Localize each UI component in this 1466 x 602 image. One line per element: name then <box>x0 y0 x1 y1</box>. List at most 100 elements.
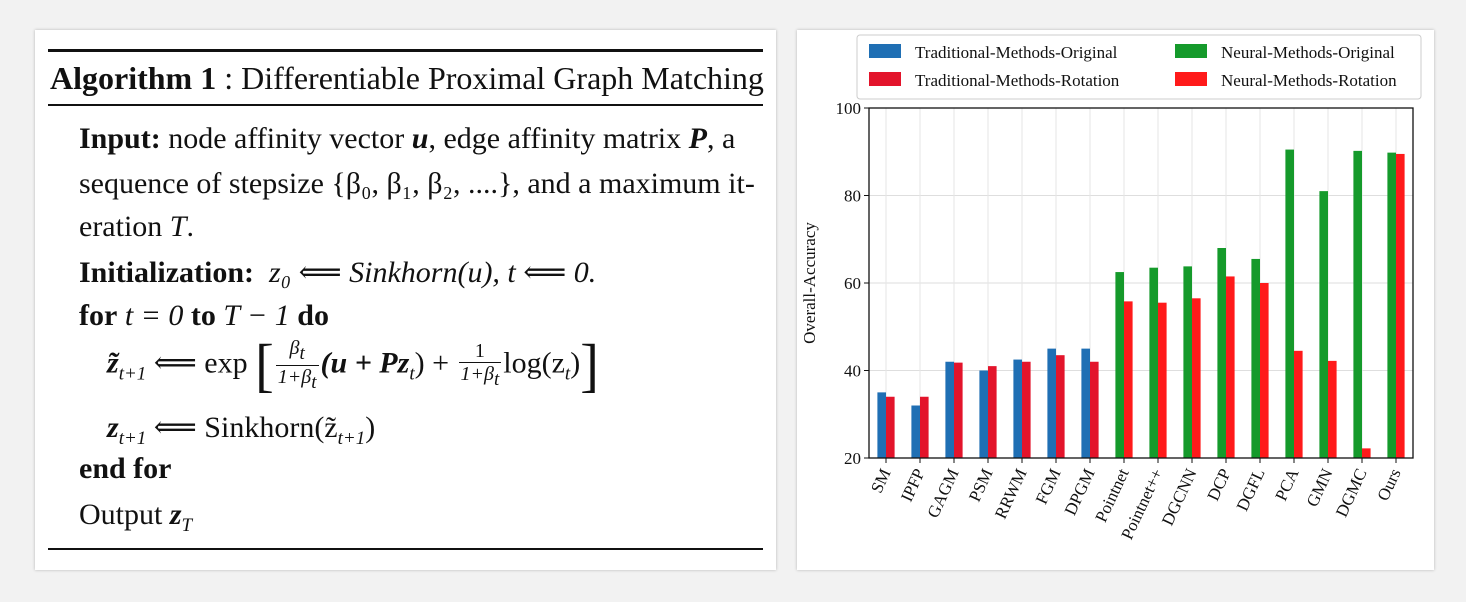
title-rule <box>48 104 763 106</box>
bar-rrwm-s0 <box>1013 359 1022 458</box>
y-axis-label: Overall-Accuracy <box>800 222 819 344</box>
bar-dgfl-s2 <box>1251 258 1260 458</box>
step1-mid-end: ) + <box>414 346 450 380</box>
legend-box <box>856 34 1422 100</box>
for-line: for t = 0 to T − 1 do <box>79 299 329 333</box>
bar-dgcnn-s3 <box>1192 298 1201 458</box>
output-sub: T <box>181 515 193 536</box>
bar-fgm-s1 <box>1056 355 1065 458</box>
bar-ipfp-s0 <box>911 405 920 458</box>
left-bracket: [ <box>255 332 274 399</box>
bar-gmn-s2 <box>1319 191 1328 458</box>
step1-mid: (u + Pz <box>320 346 410 380</box>
bar-gmn-s3 <box>1328 360 1337 458</box>
z-tilde: z̃ <box>107 346 119 380</box>
var-u: u <box>411 122 429 155</box>
y-tick-label: 20 <box>844 449 861 468</box>
to-expression: T − 1 <box>223 299 290 332</box>
fraction-beta: βt 1+βt <box>275 337 319 394</box>
input-line-1: Input: node affinity vector u, edge affi… <box>79 122 735 156</box>
bar-rrwm-s1 <box>1022 361 1031 458</box>
bar-fgm-s0 <box>1047 348 1056 458</box>
top-rule <box>48 49 763 52</box>
x-tick-label-ours: Ours <box>1373 466 1404 504</box>
frac1-num-sub: t <box>299 343 305 364</box>
legend-swatch-1 <box>869 72 901 86</box>
algorithm-label: Algorithm 1 <box>50 60 217 96</box>
step1-log: log(z <box>503 346 565 380</box>
bar-gagm-s1 <box>954 362 963 458</box>
step2-rhs: ⟸ Sinkhorn(z̃ <box>153 411 338 444</box>
bar-pca-s3 <box>1294 350 1303 458</box>
y-tick-label: 40 <box>844 362 861 381</box>
input-line3-end: . <box>186 210 194 243</box>
init-keyword: Initialization: <box>79 256 255 289</box>
step1-arrow: ⟸ exp <box>153 346 248 380</box>
do-keyword: do <box>297 299 329 332</box>
bar-pointnet-s3 <box>1158 302 1167 458</box>
algorithm-panel: Algorithm 1 : Differentiable Proximal Gr… <box>35 30 776 570</box>
frac2-den: 1+β <box>460 363 494 385</box>
frac1-den-sub: t <box>311 372 317 393</box>
to-keyword: to <box>190 299 216 332</box>
end-for-keyword: end for <box>79 452 172 485</box>
frac2-den-sub: t <box>493 369 500 390</box>
x-tick-label-ipfp: IPFP <box>897 466 929 505</box>
output-line: Output zT <box>79 498 192 537</box>
var-P: P <box>688 122 707 155</box>
legend-label-0: Traditional-Methods-Original <box>915 43 1118 62</box>
frac1-num: β <box>289 337 300 359</box>
end-for-line: end for <box>79 452 172 486</box>
for-expression: t = 0 <box>124 299 184 332</box>
y-tick-label: 60 <box>844 274 861 293</box>
bar-ours-s3 <box>1396 153 1405 458</box>
input-text-3: , a <box>706 122 736 155</box>
x-tick-label-dcp: DCP <box>1203 466 1234 504</box>
bar-sm-s0 <box>877 392 886 458</box>
legend-label-2: Neural-Methods-Original <box>1221 43 1395 62</box>
bar-dpgm-s1 <box>1090 361 1099 458</box>
bar-dgmc-s3 <box>1362 448 1371 458</box>
x-tick-label-fgm: FGM <box>1032 466 1065 507</box>
input-line3-text: eration <box>79 210 163 243</box>
z-tilde-sub: t+1 <box>118 363 147 385</box>
z-next: z <box>107 411 119 444</box>
input-text-2: , edge affinity matrix <box>428 122 682 155</box>
x-tick-label-sm: SM <box>867 466 895 496</box>
x-tick-label-dpgm: DPGM <box>1061 466 1099 519</box>
step2-end: ) <box>365 411 376 444</box>
step1-log-end: ) <box>570 346 581 380</box>
x-tick-label-gmn: GMN <box>1303 466 1337 510</box>
legend-swatch-2 <box>1175 44 1207 58</box>
bar-psm-s0 <box>979 370 988 458</box>
bottom-rule <box>48 548 763 550</box>
bar-pointnet-s2 <box>1115 272 1124 458</box>
legend-swatch-0 <box>869 44 901 58</box>
bar-gagm-s0 <box>945 361 954 458</box>
y-tick-label: 80 <box>844 187 861 206</box>
x-tick-label-dgfl: DGFL <box>1233 466 1269 514</box>
chart-panel: 20 40 60 80 100 Overall-Accuracy SM IPFP GAGM PSM… <box>797 30 1434 570</box>
algorithm-title: Algorithm 1 : Differentiable Proximal Gr… <box>50 60 764 97</box>
bar-pca-s2 <box>1285 149 1294 458</box>
fraction-one: 1 1+βt <box>458 340 502 391</box>
input-keyword: Input: <box>79 122 161 155</box>
output-text: Output <box>79 498 163 531</box>
z-next-sub: t+1 <box>118 428 147 449</box>
step1-mid-sub: t <box>409 363 415 385</box>
init-line: Initialization: z₀ ⟸ Sinkhorn(u), t ⟸ 0. <box>79 255 596 290</box>
legend-label-3: Neural-Methods-Rotation <box>1221 71 1397 90</box>
frac1-den: 1+β <box>277 366 312 388</box>
step2-line: zt+1 ⟸ Sinkhorn(z̃t+1) <box>107 410 375 450</box>
right-bracket: ] <box>580 332 599 399</box>
bar-dpgm-s0 <box>1081 348 1090 458</box>
algorithm-colon: : <box>224 60 234 96</box>
legend-label-1: Traditional-Methods-Rotation <box>915 71 1120 90</box>
y-tick-label: 100 <box>836 99 862 118</box>
init-expression: z₀ ⟸ Sinkhorn(u), t ⟸ 0. <box>269 256 597 289</box>
input-line-3: eration T. <box>79 210 194 244</box>
input-line-2: sequence of stepsize {β₀, β₁, β₂, ....},… <box>79 167 755 200</box>
output-var: z <box>169 498 182 531</box>
bar-dcp-s2 <box>1217 248 1226 458</box>
